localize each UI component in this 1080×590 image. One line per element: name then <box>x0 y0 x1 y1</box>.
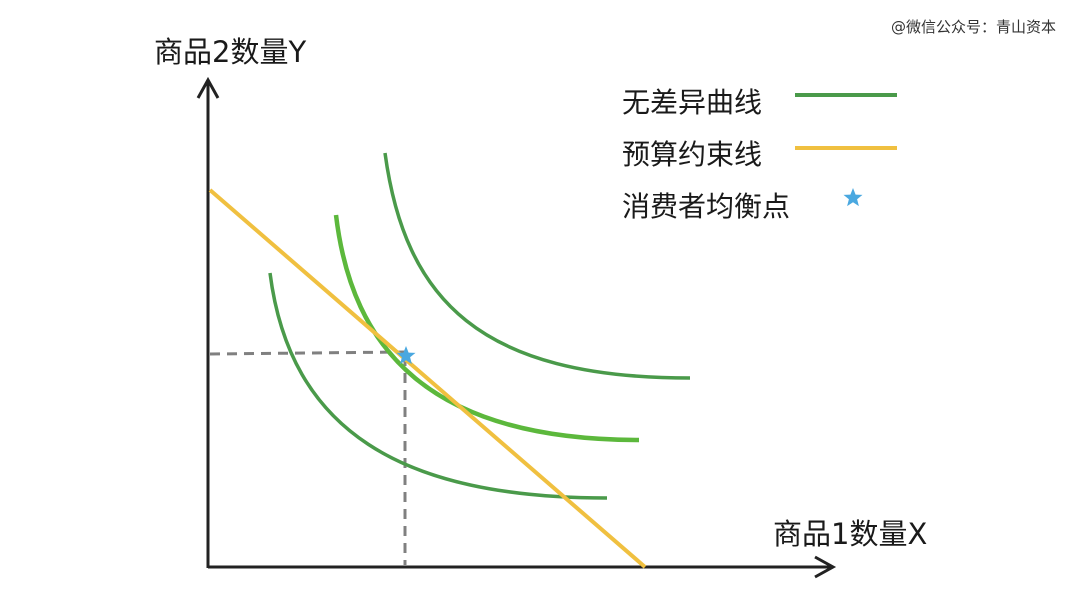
equilibrium-guides <box>209 350 407 565</box>
watermark: @微信公众号：青山资本 <box>891 18 1056 36</box>
legend-item-indifference-curve: 无差异曲线 <box>622 86 897 119</box>
y-axis-title: 商品2数量Y <box>154 35 306 69</box>
indifference-curve-high <box>383 152 691 380</box>
legend-label-indifference-curve: 无差异曲线 <box>622 86 762 119</box>
equilibrium-star-icon <box>396 346 416 365</box>
budget-line <box>208 188 647 569</box>
legend-label-budget-line: 预算约束线 <box>622 138 762 171</box>
axes <box>196 76 837 579</box>
legend-star-icon <box>843 188 863 207</box>
legend-item-budget-line: 预算约束线 <box>622 138 897 171</box>
indifference-curve-tangent <box>333 214 640 443</box>
x-axis-arrow-icon <box>814 555 837 579</box>
x-axis-title: 商品1数量X <box>773 517 927 551</box>
legend-label-equilibrium: 消费者均衡点 <box>622 190 790 223</box>
equilibrium-guide-horizontal <box>209 350 406 356</box>
indifference-curve-low <box>268 272 608 500</box>
indifference-curves <box>268 152 691 500</box>
y-axis-arrow-icon <box>196 76 220 99</box>
legend: 无差异曲线 预算约束线 消费者均衡点 <box>622 86 897 223</box>
legend-item-equilibrium: 消费者均衡点 <box>622 188 863 223</box>
